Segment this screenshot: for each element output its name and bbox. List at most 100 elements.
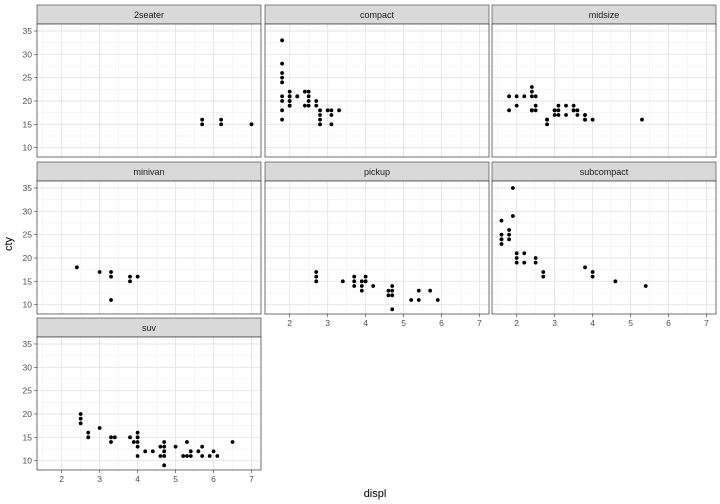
x-tick-label: 7 — [704, 318, 709, 328]
data-point — [329, 122, 334, 127]
data-point — [162, 449, 167, 454]
data-point — [135, 274, 140, 279]
facet-panel-suv: suv 10 15 20 25 30 35 2 3 4 5 6 7 — [23, 317, 262, 484]
data-point — [280, 108, 284, 113]
data-point — [564, 113, 568, 117]
data-point — [386, 288, 391, 293]
x-tick-label: 6 — [439, 318, 444, 328]
y-tick-label: 15 — [23, 119, 33, 129]
data-point — [135, 440, 140, 444]
data-point — [280, 38, 284, 43]
x-tick-label: 5 — [173, 474, 178, 484]
data-point — [529, 94, 534, 99]
data-point — [590, 117, 595, 122]
data-point — [135, 435, 140, 440]
data-point — [230, 440, 235, 444]
data-point — [541, 274, 546, 279]
data-point — [556, 103, 561, 108]
data-point — [409, 298, 414, 302]
data-point — [435, 298, 440, 302]
data-point — [613, 279, 618, 284]
data-point — [583, 265, 587, 270]
data-point — [507, 232, 511, 237]
data-point — [314, 279, 319, 284]
data-point — [207, 454, 212, 458]
data-point — [86, 430, 91, 435]
y-tick-label: 30 — [23, 206, 33, 216]
panel-border — [491, 23, 717, 158]
data-point — [583, 113, 587, 117]
data-point — [188, 449, 193, 454]
facet-panel-minivan: minivan 10 15 20 25 30 35 — [23, 161, 262, 315]
data-point — [556, 108, 561, 113]
data-point — [318, 108, 322, 113]
data-point — [337, 108, 341, 113]
data-point — [552, 108, 557, 113]
data-point — [352, 274, 357, 279]
data-point — [280, 61, 284, 66]
data-point — [545, 117, 549, 122]
data-point — [78, 416, 83, 421]
data-point — [359, 279, 364, 284]
data-point — [359, 288, 364, 293]
data-point — [158, 444, 163, 449]
x-tick-label: 2 — [59, 474, 64, 484]
data-point — [109, 440, 113, 444]
data-point — [556, 113, 561, 117]
plot-background — [37, 24, 261, 157]
x-tick-label: 3 — [97, 474, 102, 484]
data-point — [545, 122, 549, 127]
data-point — [306, 99, 311, 103]
plot-background — [265, 24, 489, 157]
y-tick-label: 15 — [23, 276, 33, 286]
data-point — [529, 89, 534, 94]
data-point — [185, 440, 189, 444]
data-point — [533, 108, 538, 113]
data-point — [514, 256, 519, 260]
data-point — [196, 449, 201, 454]
y-tick-label: 10 — [23, 300, 33, 310]
y-tick-label: 35 — [23, 26, 33, 36]
data-point — [135, 430, 140, 435]
data-point — [499, 232, 504, 237]
facet-strip-label: midsize — [589, 10, 620, 20]
data-point — [219, 122, 224, 127]
x-tick-label: 2 — [287, 318, 292, 328]
data-point — [215, 454, 220, 458]
y-tick-label: 15 — [23, 432, 33, 442]
data-point — [590, 274, 595, 279]
data-point — [390, 307, 395, 312]
data-point — [390, 288, 395, 293]
x-tick-label: 6 — [666, 318, 671, 328]
data-point — [128, 279, 132, 284]
data-point — [583, 117, 587, 122]
data-point — [109, 435, 113, 440]
y-tick-label: 20 — [23, 409, 33, 419]
data-point — [564, 103, 568, 108]
data-point — [371, 284, 376, 288]
data-point — [499, 237, 504, 242]
data-point — [287, 94, 292, 99]
data-point — [188, 454, 193, 458]
facet-strip-label: subcompact — [580, 167, 629, 177]
data-point — [280, 117, 284, 122]
facet-panel-subcompact: subcompact 2 3 4 5 6 7 — [491, 161, 717, 328]
x-tick-label: 5 — [401, 318, 406, 328]
data-point — [507, 228, 511, 232]
data-point — [162, 454, 167, 458]
y-tick-label: 20 — [23, 253, 33, 263]
data-point — [541, 270, 546, 274]
plot-background — [37, 181, 261, 314]
data-point — [533, 256, 538, 260]
x-tick-label: 4 — [135, 474, 140, 484]
data-point — [643, 284, 648, 288]
panel-border — [491, 180, 717, 315]
data-point — [109, 298, 113, 302]
data-point — [74, 265, 79, 270]
data-point — [162, 444, 167, 449]
data-point — [510, 186, 515, 190]
data-point — [499, 242, 504, 246]
data-point — [306, 103, 311, 108]
